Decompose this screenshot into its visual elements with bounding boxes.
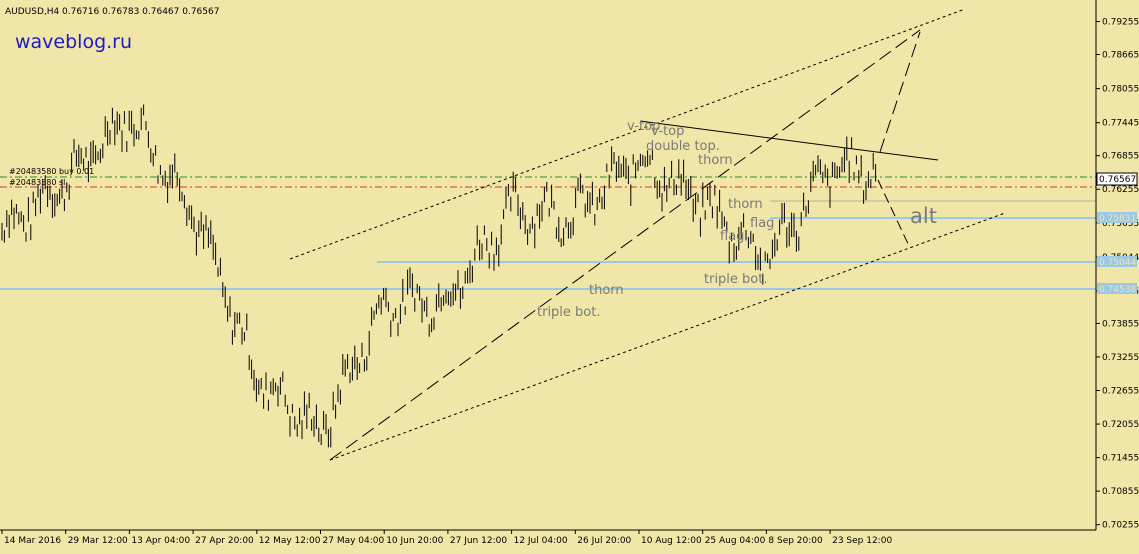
y-tick-label: 0.72055 [1102,420,1139,430]
level-label-box-75044 [1097,256,1137,267]
triangle-top-line [639,120,939,161]
x-tick-label: 23 Sep 12:00 [832,536,892,546]
annotation-thorn-3: thorn [589,283,624,298]
annotation-double-top: double top. [646,139,720,154]
x-tick-label: 13 Apr 04:00 [131,536,190,546]
y-tick-label: 0.73255 [1102,353,1139,363]
y-tick-label: 0.79255 [1102,18,1139,28]
annotation-thorn-2: thorn [728,197,763,212]
annotation-flag-2: flag [720,229,744,244]
x-axis-ticks: 14 Mar 2016 29 Mar 12:00 13 Apr 04:00 27 Ap… [1,530,892,546]
watermark: waveblog.ru [15,31,132,53]
sl-order-label: #20483580 sl [9,178,65,187]
trend-dashed-line [329,29,921,461]
annotation-thorn-1: thorn [698,153,733,168]
y-tick-label: 0.75655 [1102,219,1139,229]
current-price-label: 0.76567 [1099,175,1136,185]
annotation-v-top-1: v-top [627,119,660,134]
annotation-alt: alt [910,204,937,228]
level-label-74538: 0.74538 [1099,285,1136,295]
level-label-box-75831 [1097,212,1137,223]
price-series [1,104,877,448]
projection-path-main [879,31,921,153]
y-tick-label: 0.73855 [1102,319,1139,329]
y-tick-label: 0.78665 [1102,51,1139,61]
x-tick-label: 10 Jun 20:00 [386,536,443,546]
y-tick-label: 0.76255 [1102,185,1139,195]
buy-order-label: #20483580 buy 0.01 [9,167,94,176]
annotation-v-top-2: v-top [651,124,684,139]
symbol-label: AUDUSD,H4 [5,7,60,17]
x-tick-label: 27 Jun 12:00 [450,536,507,546]
level-label-box-74538 [1097,283,1137,294]
current-price-box [1096,172,1138,186]
y-tick-label: 0.78055 [1102,85,1139,95]
x-tick-label: 14 Mar 2016 [4,536,61,546]
level-label-75044: 0.75044 [1099,258,1136,268]
x-tick-label: 8 Sep 20:00 [768,536,823,546]
annotation-triple-bot-2: triple bot. [537,305,600,320]
y-tick-label: 0.77445 [1102,119,1139,129]
y-tick-label: 0.72655 [1102,387,1139,397]
ohlc-label: 0.76716 0.76783 0.76467 0.76567 [62,7,219,17]
y-tick-label: 0.76855 [1102,152,1139,162]
y-tick-label: 0.70855 [1102,487,1139,497]
x-tick-label: 27 May 04:00 [323,536,385,546]
x-tick-label: 12 May 12:00 [259,536,321,546]
x-tick-label: 12 Jul 04:00 [514,536,568,546]
x-tick-label: 10 Aug 12:00 [641,536,702,546]
level-label-75831: 0.75831 [1099,214,1136,224]
annotation-flag-1: flag [750,216,774,231]
x-tick-label: 25 Aug 04:00 [705,536,766,546]
y-tick-label: 0.71455 [1102,454,1139,464]
projection-path-alt [877,179,911,249]
x-tick-label: 27 Apr 20:00 [195,536,254,546]
x-tick-label: 26 Jul 20:00 [577,536,631,546]
x-tick-label: 29 Mar 12:00 [68,536,128,546]
annotation-triple-bot-1: triple bot. [704,272,767,287]
y-tick-label: 0.70255 [1102,521,1139,531]
